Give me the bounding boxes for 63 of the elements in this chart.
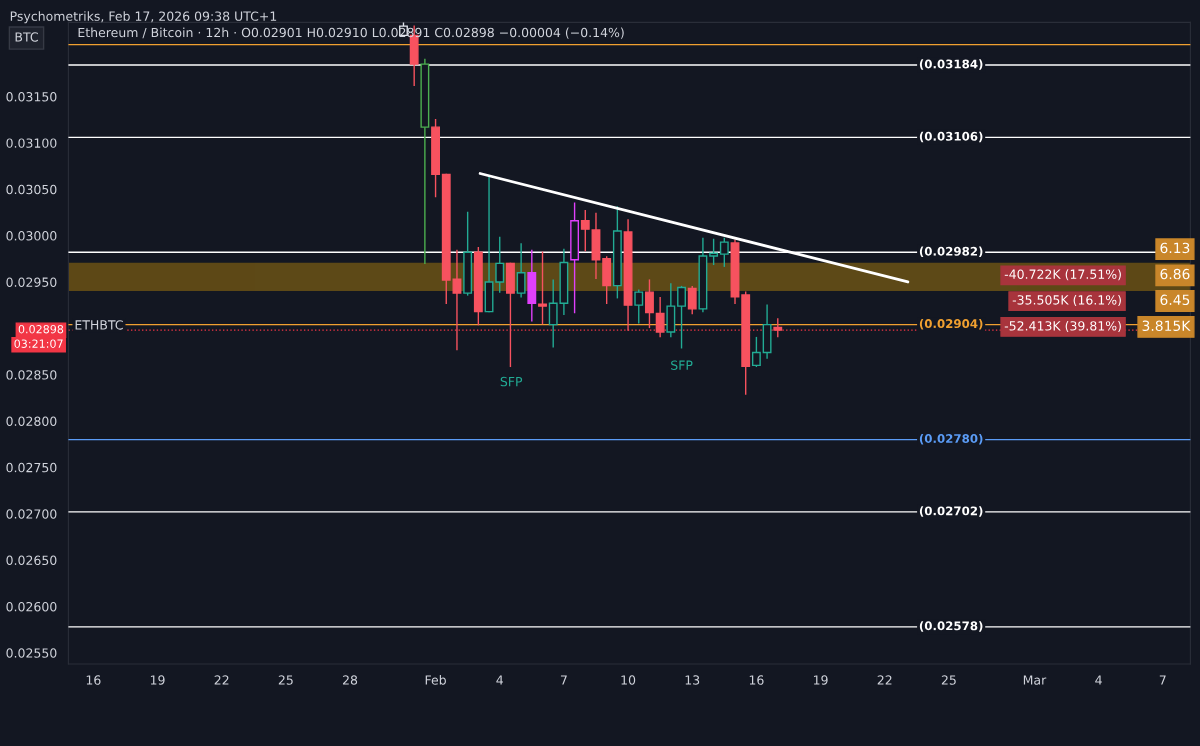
ref-line-label: (0.02780) [919, 433, 983, 445]
y-tick-label: 0.02600 [6, 601, 57, 612]
y-tick-label: 0.02750 [6, 462, 57, 473]
x-tick-label: 16 [749, 675, 764, 685]
annotation: SFP [671, 360, 693, 370]
candlestick [495, 236, 505, 293]
annotation: 6.45 [1160, 294, 1190, 306]
x-tick-label: 16 [86, 675, 101, 685]
y-tick-label: 0.03050 [6, 184, 57, 195]
y-tick-label: 0.03150 [6, 92, 57, 102]
x-tick-label: 25 [278, 675, 293, 685]
annotation: 6.86 [1160, 268, 1190, 280]
y-tick-label: 0.02950 [6, 277, 57, 287]
ref-line-label: (0.02578) [919, 621, 983, 632]
candlestick [580, 209, 590, 252]
annotation: 6.13 [1160, 242, 1190, 254]
annotation: -52.413K (39.81%) [1004, 320, 1121, 333]
annotation: -40.722K (17.51%) [1004, 269, 1121, 281]
x-tick-label: 10 [621, 675, 636, 685]
candlestick [452, 249, 462, 351]
y-tick-label: 0.02850 [6, 370, 57, 380]
y-tick-label: 0.02700 [6, 509, 57, 519]
x-tick-label: 4 [496, 675, 504, 685]
x-tick-label: 28 [342, 675, 358, 685]
annotation: ETHBTC [75, 320, 123, 330]
x-tick-label: 4 [1095, 675, 1102, 685]
ref-line-label: (0.03184) [919, 59, 983, 70]
annotation: -35.505K (16.1%) [1012, 294, 1121, 307]
y-tick-label: 0.02550 [6, 648, 57, 658]
x-tick-label: 19 [150, 675, 165, 685]
x-tick-label: 19 [813, 675, 828, 685]
annotation: 3.815K [1142, 320, 1191, 331]
candlestick [634, 289, 644, 324]
text: 03:21:07 [14, 339, 63, 348]
x-tick-label: Mar [1023, 675, 1047, 685]
candlestick [719, 237, 729, 267]
y-tick-label: 0.02650 [6, 555, 57, 566]
candlestick [751, 336, 761, 368]
x-tick-label: 22 [214, 675, 229, 685]
y-tick-label: 0.03000 [6, 231, 57, 241]
ref-line-label: (0.02982) [919, 246, 983, 258]
candlestick [709, 238, 719, 266]
candlestick [516, 243, 526, 298]
text: BTC [15, 32, 38, 42]
annotation: SFP [500, 376, 523, 387]
ref-line-label: 0.02898 [18, 325, 64, 334]
y-tick-label: 0.02800 [6, 416, 57, 426]
x-tick-label: 25 [941, 675, 956, 685]
y-tick-label: 0.03100 [6, 138, 57, 148]
x-tick-label: 7 [560, 675, 567, 685]
x-tick-label: Feb [425, 675, 446, 685]
ref-line-label: (0.02702) [919, 506, 983, 517]
ref-line-label: (0.02904) [919, 318, 983, 330]
candlestick [677, 285, 686, 349]
x-tick-label: 7 [1159, 675, 1166, 685]
x-tick-label: 13 [685, 675, 700, 685]
candlestick [645, 279, 654, 329]
candlestick [687, 285, 697, 315]
ref-line-label: (0.03106) [919, 131, 983, 143]
chart-subtitle: Psychometriks, Feb 17, 2026 09:38 UTC+1 [10, 11, 277, 24]
x-tick-label: 22 [877, 675, 892, 685]
candlestick [538, 251, 547, 325]
candlestick [655, 297, 665, 338]
